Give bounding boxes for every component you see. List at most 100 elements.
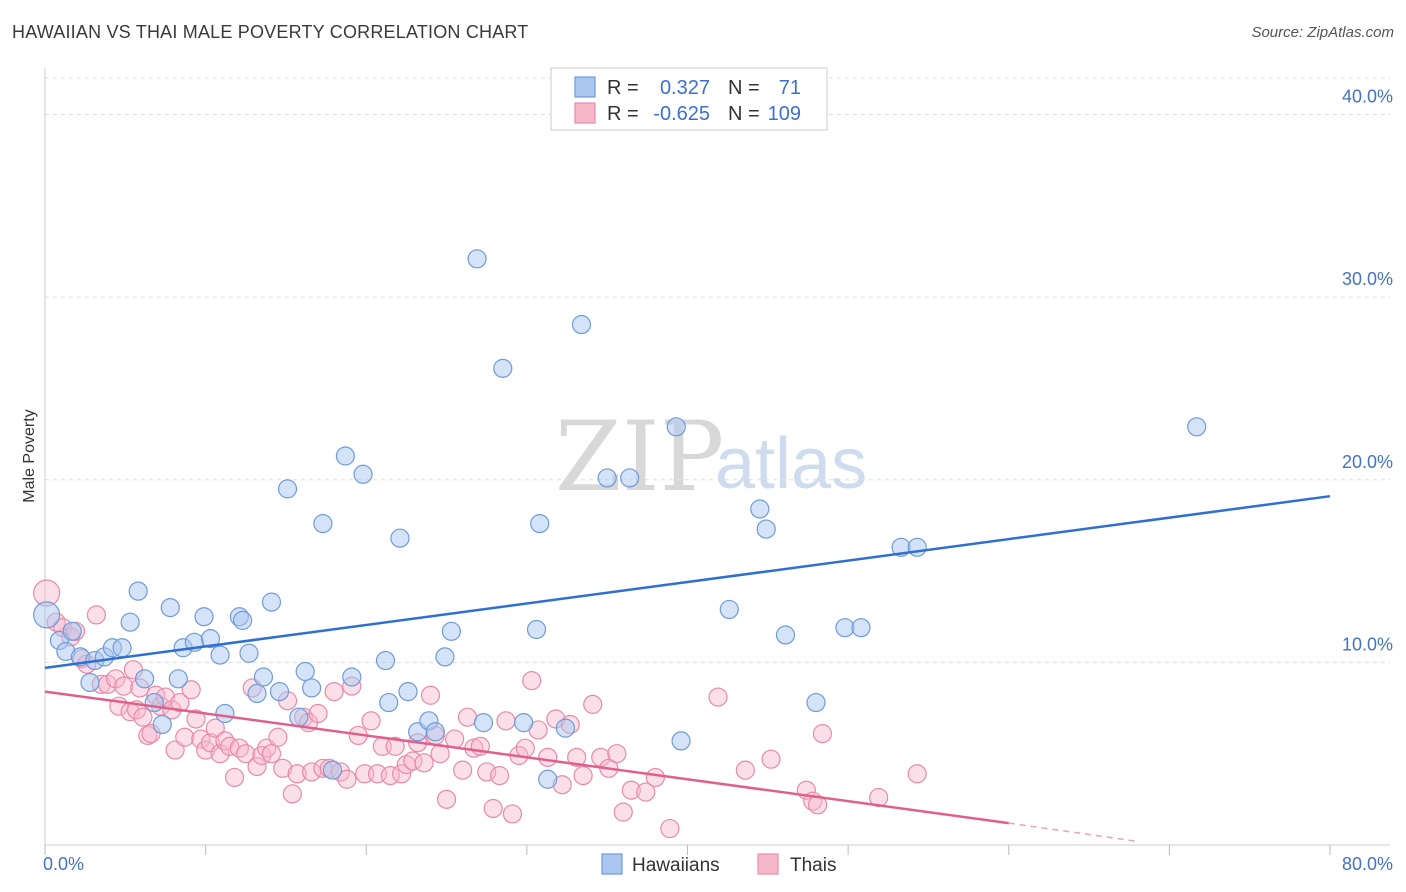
hawaiians-point xyxy=(851,618,871,638)
watermark-atlas: atlas xyxy=(715,424,867,504)
thais-point xyxy=(324,681,344,702)
thais-point xyxy=(621,780,641,800)
hawaiians-point xyxy=(313,513,333,534)
thais-point xyxy=(186,709,206,729)
legend-r-label-thais: R = xyxy=(607,103,639,125)
legend-box xyxy=(550,67,828,131)
legend-r-value-hawaiians: 0.327 xyxy=(660,77,710,99)
hawaiians-point xyxy=(473,713,494,733)
bottom-legend-swatch-hawaiians xyxy=(601,853,623,875)
thais-point xyxy=(607,744,627,764)
x-tick-label: 80.0% xyxy=(1342,854,1393,874)
hawaiians-point xyxy=(168,669,188,689)
hawaiians-point xyxy=(353,464,373,484)
hawaiians-point xyxy=(379,692,399,713)
hawaiians-point xyxy=(756,519,776,539)
thais-point xyxy=(138,725,158,746)
hawaiians-point xyxy=(144,692,164,713)
hawaiians-point xyxy=(425,722,445,742)
thais-point xyxy=(308,703,328,724)
hawaiians-point xyxy=(342,667,362,687)
thais-point xyxy=(236,744,256,764)
thais-point xyxy=(337,769,357,789)
thais-point xyxy=(483,798,503,819)
thais-point xyxy=(106,669,126,689)
thais-point xyxy=(391,764,412,784)
bottom-legend-swatch-thais xyxy=(757,853,779,875)
hawaiians-point xyxy=(441,621,461,641)
thais-point xyxy=(287,764,307,784)
thais-point xyxy=(660,818,680,839)
thais-point xyxy=(645,767,665,788)
hawaiians-point xyxy=(555,718,576,738)
hawaiians-point xyxy=(134,669,155,689)
thais-point xyxy=(191,729,211,749)
hawaiians-point xyxy=(194,607,214,627)
hawaiians-point xyxy=(719,599,739,620)
hawaiians-point xyxy=(80,672,100,693)
hawaiians-point xyxy=(571,314,592,335)
thais-point xyxy=(573,766,593,786)
hawaiians-point xyxy=(375,650,396,671)
legend-n-label-hawaiians: N = xyxy=(728,77,760,99)
y-tick-label: 30.0% xyxy=(1342,269,1393,289)
hawaiians-point xyxy=(152,714,172,735)
hawaiians-point xyxy=(390,528,410,548)
thais-point xyxy=(114,676,134,696)
thais-point xyxy=(907,764,927,784)
hawaiians-point xyxy=(775,625,796,645)
thais-point xyxy=(175,727,195,747)
hawaiians-point xyxy=(253,667,274,687)
x-tick-label: 0.0% xyxy=(43,854,84,874)
hawaiians-point xyxy=(806,692,826,713)
hawaiians-point xyxy=(269,681,290,702)
thais-point xyxy=(282,784,302,804)
hawaiians-point xyxy=(620,468,640,488)
hawaiians-point xyxy=(526,619,547,640)
thais-point xyxy=(613,802,633,822)
thais-point xyxy=(502,804,523,824)
legend-swatch-thais xyxy=(574,102,596,124)
x-tick-labels: 0.0% 80.0% xyxy=(43,854,1393,874)
legend-n-value-hawaiians: 71 xyxy=(779,77,801,99)
thais-point xyxy=(583,694,603,714)
thais-point xyxy=(224,767,245,788)
hawaiians-point xyxy=(666,417,686,437)
thais-point xyxy=(812,724,833,744)
hawaiians-point xyxy=(261,592,282,612)
axes xyxy=(44,68,1390,855)
hawaiians-point xyxy=(239,643,259,663)
hawaiians-point xyxy=(33,601,61,629)
thais-point xyxy=(247,756,267,777)
thais-point xyxy=(86,605,107,625)
y-tick-labels: 10.0% 20.0% 30.0% 40.0% xyxy=(1342,87,1393,655)
hawaiians-point xyxy=(160,597,180,618)
hawaiians-point xyxy=(514,713,534,733)
hawaiians-point xyxy=(200,629,221,649)
thais-point xyxy=(181,680,201,700)
grid-lines xyxy=(45,77,1390,663)
hawaiians-point xyxy=(907,537,927,557)
hawaiians-point xyxy=(671,731,691,751)
chart-title: HAWAIIAN VS THAI MALE POVERTY CORRELATIO… xyxy=(12,22,529,42)
hawaiians-point xyxy=(493,358,513,378)
thais-point xyxy=(205,718,225,738)
thais-point xyxy=(538,747,558,767)
hawaiians-point xyxy=(538,769,558,789)
legend: R = 0.327 N = 71 R = -0.625 N = 109 xyxy=(550,67,828,131)
thais-point xyxy=(735,760,755,780)
thais-point xyxy=(220,736,240,756)
hawaiians-point xyxy=(295,661,315,682)
thais-point xyxy=(385,736,405,756)
hawaiians-point xyxy=(277,479,298,499)
thais-point xyxy=(210,744,230,764)
thais-point xyxy=(477,762,497,782)
thais-point xyxy=(567,747,587,767)
hawaiians-point xyxy=(302,678,322,698)
hawaiians-points xyxy=(33,249,1207,789)
hawaiians-point xyxy=(215,703,235,724)
bottom-legend-label-thais: Thais xyxy=(790,855,836,876)
y-axis-label: Male Poverty xyxy=(21,409,38,502)
hawaiians-point xyxy=(398,681,418,702)
